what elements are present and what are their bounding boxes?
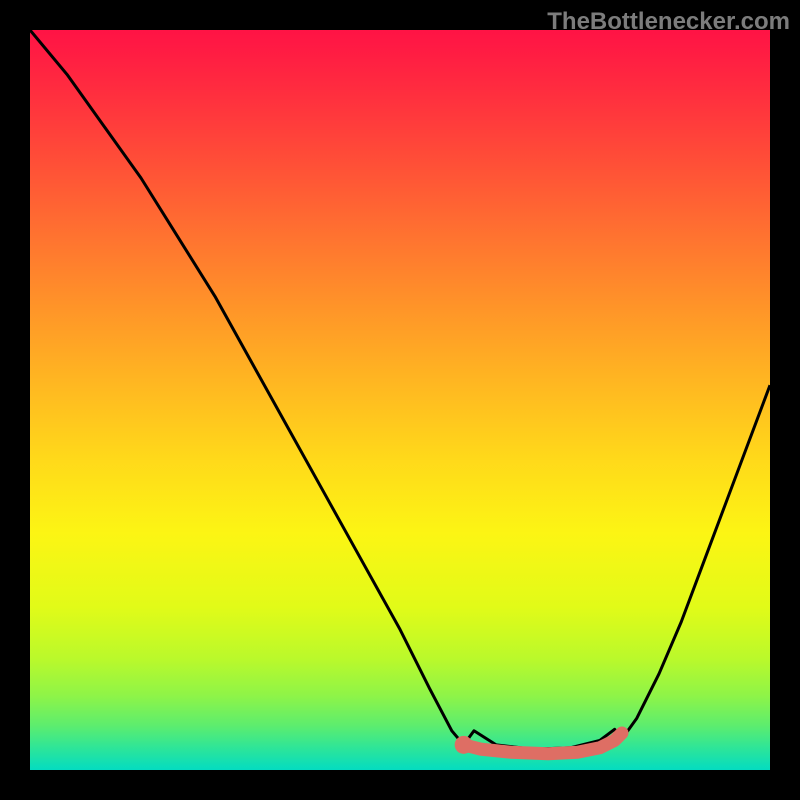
gradient-background [30, 30, 770, 770]
watermark-text: TheBottlenecker.com [547, 8, 790, 36]
chart-svg [30, 30, 770, 770]
plot-area [30, 30, 770, 770]
chart-container: TheBottlenecker.com [0, 0, 800, 800]
marker-head [455, 736, 473, 754]
